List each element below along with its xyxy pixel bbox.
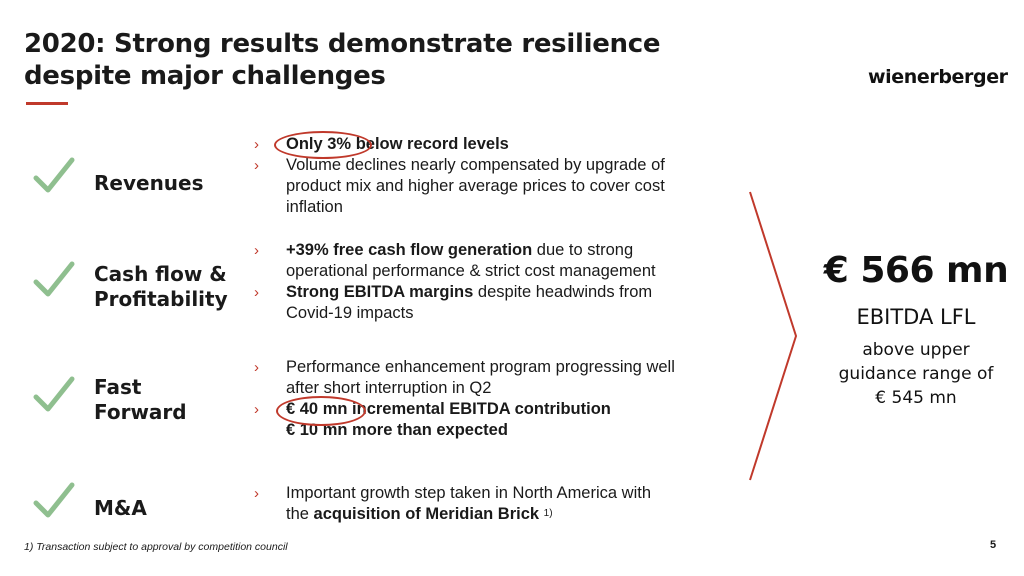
bullet-list-revenues: › Only 3% below record levels › Volume d… xyxy=(254,134,724,218)
wienerberger-logo: wienerberger xyxy=(868,66,1008,88)
bullet-item: › Performance enhancement program progre… xyxy=(254,358,675,397)
check-icon xyxy=(32,481,76,521)
bullet-arrow-icon: › xyxy=(254,359,259,376)
bullet-arrow-icon: › xyxy=(254,136,259,153)
check-icon xyxy=(32,375,76,415)
row-label-revenues: Revenues xyxy=(94,171,204,195)
bullet-arrow-icon: › xyxy=(254,242,259,259)
footnote: 1) Transaction subject to approval by co… xyxy=(24,541,288,553)
row-label-m-and-a: M&A xyxy=(94,496,147,520)
check-icon xyxy=(32,156,76,196)
footnote-ref: 1) xyxy=(543,508,553,519)
ebitda-metric-label: EBITDA LFL xyxy=(856,305,976,329)
bullet-arrow-icon: › xyxy=(254,401,259,418)
bullet-item: › Volume declines nearly compensated by … xyxy=(254,156,665,216)
bullet-list-m-and-a: › Important growth step taken in North A… xyxy=(254,483,724,525)
slide-title-line-2: despite major challenges xyxy=(24,61,386,91)
ebitda-guidance-note: above upper guidance range of € 545 mn xyxy=(838,340,994,408)
bullet-item: › Important growth step taken in North A… xyxy=(254,484,651,523)
slide-title: 2020: Strong results demonstrate resilie… xyxy=(24,28,784,92)
ebitda-value: € 566 mn xyxy=(823,250,1009,291)
bullet-item: › Strong EBITDA margins despite headwind… xyxy=(254,283,653,322)
check-icon xyxy=(32,260,76,300)
bullet-list-cash-flow: › +39% free cash flow generation due to … xyxy=(254,240,724,324)
bullet-arrow-icon: › xyxy=(254,485,259,502)
title-accent-underline xyxy=(26,102,68,105)
bullet-arrow-icon: › xyxy=(254,284,259,301)
slide-title-line-1: 2020: Strong results demonstrate resilie… xyxy=(24,29,661,59)
row-label-cash-flow-profitability: Cash flow & Profitability xyxy=(94,262,228,311)
highlight-circle xyxy=(274,131,372,159)
bullet-arrow-icon: › xyxy=(254,157,259,174)
highlight-circle xyxy=(276,396,366,426)
bullet-item: › +39% free cash flow generation due to … xyxy=(254,241,656,280)
page-number: 5 xyxy=(990,539,997,551)
summary-bracket xyxy=(744,190,800,482)
row-label-fast-forward: Fast Forward xyxy=(94,375,187,424)
